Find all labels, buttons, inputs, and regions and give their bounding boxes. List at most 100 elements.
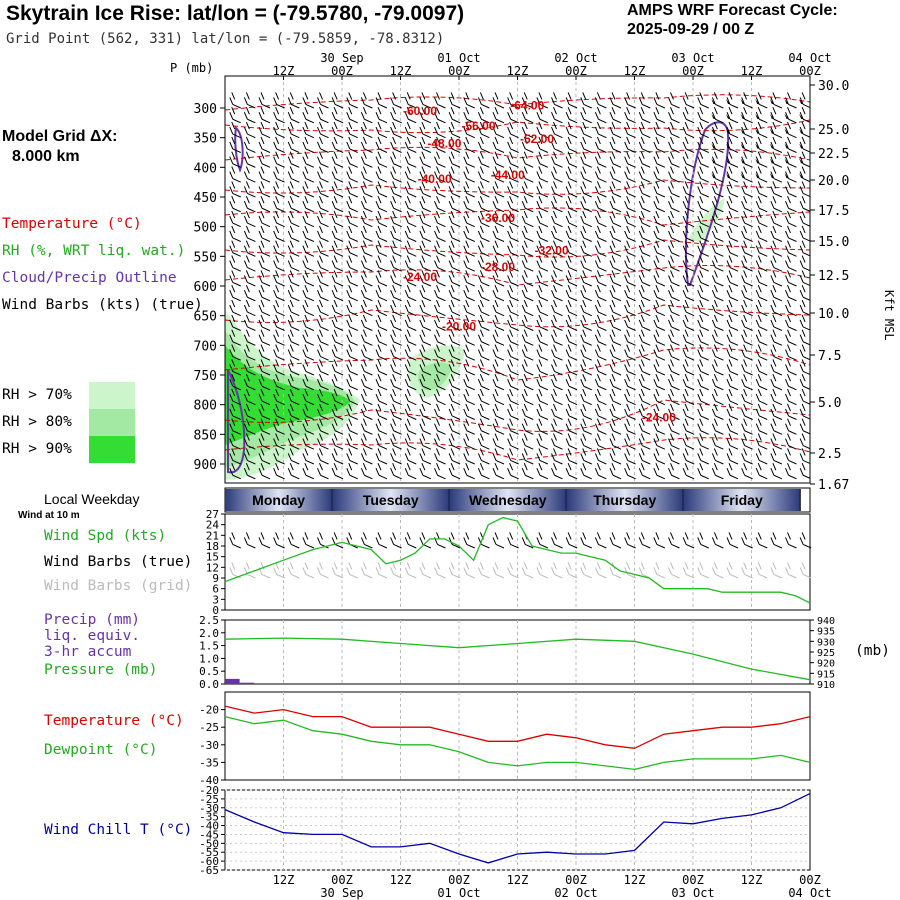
wind-barb — [448, 359, 461, 376]
wind-barb — [770, 121, 783, 139]
wind-barb — [668, 255, 680, 272]
wind-barb — [507, 151, 519, 168]
wind-barb — [565, 448, 578, 465]
wind-barb — [682, 285, 695, 302]
wind-barb — [243, 463, 256, 480]
wind-barb — [331, 448, 344, 465]
wind-barb — [346, 92, 358, 109]
wind-barb — [551, 463, 563, 480]
wind-barb — [551, 285, 563, 302]
wind-barb — [434, 270, 446, 287]
wind-barb — [609, 448, 622, 465]
wind-barb — [668, 403, 680, 420]
wind-barb — [741, 151, 753, 168]
contour-label: -44.00 — [491, 168, 525, 182]
wind-barb — [360, 121, 373, 139]
wind-barb — [346, 181, 358, 198]
wind-barb-grid — [521, 562, 534, 579]
wind-barb — [785, 107, 797, 124]
wind-barb — [302, 285, 315, 302]
wind-barb — [697, 270, 709, 287]
wind-barb — [463, 314, 475, 331]
wind-barb — [229, 314, 241, 331]
wind-barb — [785, 388, 797, 406]
wind-barb — [404, 210, 417, 228]
wind-barb — [638, 166, 651, 183]
wind-barb — [624, 299, 636, 317]
wind-barb — [390, 433, 402, 450]
wind-barb — [770, 270, 783, 287]
wind-barb — [668, 210, 680, 228]
wind-barb — [551, 166, 563, 183]
wind-barb — [668, 196, 680, 213]
wind-barb — [770, 151, 783, 168]
wind-barb — [434, 240, 446, 257]
wind-barb — [477, 314, 490, 331]
wind-barb — [609, 196, 622, 213]
wind-barb — [536, 136, 549, 153]
wind-barb — [653, 121, 666, 139]
wind-barb — [711, 136, 724, 153]
wind-barb — [302, 121, 315, 139]
wind-barb-flag — [799, 173, 804, 179]
wind-barb — [258, 433, 271, 450]
wind-barb — [331, 166, 344, 183]
wind-barb — [331, 299, 344, 317]
wind-barb — [346, 196, 358, 213]
wind-barb — [653, 240, 666, 257]
wind-barb — [521, 314, 534, 331]
wind-barb — [243, 166, 256, 183]
wind-barb — [331, 314, 344, 331]
wind-barb — [624, 463, 636, 480]
wind-barb — [697, 448, 709, 465]
wind-barb — [287, 285, 300, 302]
legend-wind-barbs-grid: Wind Barbs (grid) — [44, 578, 193, 594]
wind-barb — [638, 374, 651, 391]
wind-barb — [726, 299, 739, 317]
contour-label: -20.00 — [442, 319, 476, 333]
wind-barb — [419, 121, 432, 139]
wind-barb — [594, 92, 607, 109]
wind-barb — [551, 255, 563, 272]
wind-barb-grid — [770, 562, 783, 579]
wind-barb — [755, 181, 768, 198]
wind-barb — [799, 388, 810, 405]
wind-barb — [360, 166, 373, 183]
y-tick-label: 6 — [212, 583, 219, 596]
wind-barb-flag — [755, 143, 760, 149]
wind-barb — [419, 463, 432, 480]
wind-barb — [507, 344, 519, 361]
wind-barb-grid — [492, 562, 505, 579]
wind-barb — [331, 225, 344, 242]
wind-barb — [741, 225, 753, 242]
wind-barb — [770, 329, 783, 346]
wind-barb — [580, 285, 592, 302]
wind-barb — [229, 270, 241, 287]
wind-barb — [243, 448, 256, 465]
wind-barb-true — [331, 532, 344, 549]
wind-barb — [375, 463, 388, 480]
wind-barb — [507, 388, 519, 406]
wind-barb — [434, 181, 446, 198]
wind-barb — [624, 448, 636, 465]
wind-barb — [580, 225, 592, 242]
wind-barb — [243, 255, 256, 272]
wind-barb — [346, 329, 358, 346]
wind-barb — [682, 196, 695, 213]
wind-barb — [287, 181, 300, 198]
wind-barb — [551, 299, 563, 317]
wind-barb — [594, 240, 607, 257]
wind-barb — [785, 166, 797, 183]
temperature-line — [224, 705, 811, 749]
wind-barb — [741, 418, 753, 435]
wind-barb — [448, 299, 461, 317]
wind-barb — [726, 285, 739, 302]
wind-barb — [653, 255, 666, 272]
wind-barb-flag — [769, 113, 774, 119]
wind-barb — [390, 418, 402, 435]
wind-barb — [726, 270, 739, 287]
wind-barb — [697, 374, 709, 391]
wind-barb — [302, 388, 315, 406]
wind-barb — [770, 225, 783, 242]
wind-barb — [726, 107, 739, 124]
